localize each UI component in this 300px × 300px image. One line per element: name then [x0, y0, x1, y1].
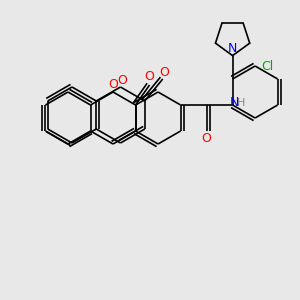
Text: Cl: Cl	[261, 59, 273, 73]
Text: O: O	[118, 74, 128, 88]
Text: N: N	[228, 42, 237, 55]
Text: O: O	[145, 70, 154, 83]
Text: O: O	[202, 133, 212, 146]
Text: O: O	[108, 77, 118, 91]
Text: O: O	[159, 67, 169, 80]
Text: H: H	[236, 98, 245, 108]
Text: N: N	[230, 97, 239, 110]
